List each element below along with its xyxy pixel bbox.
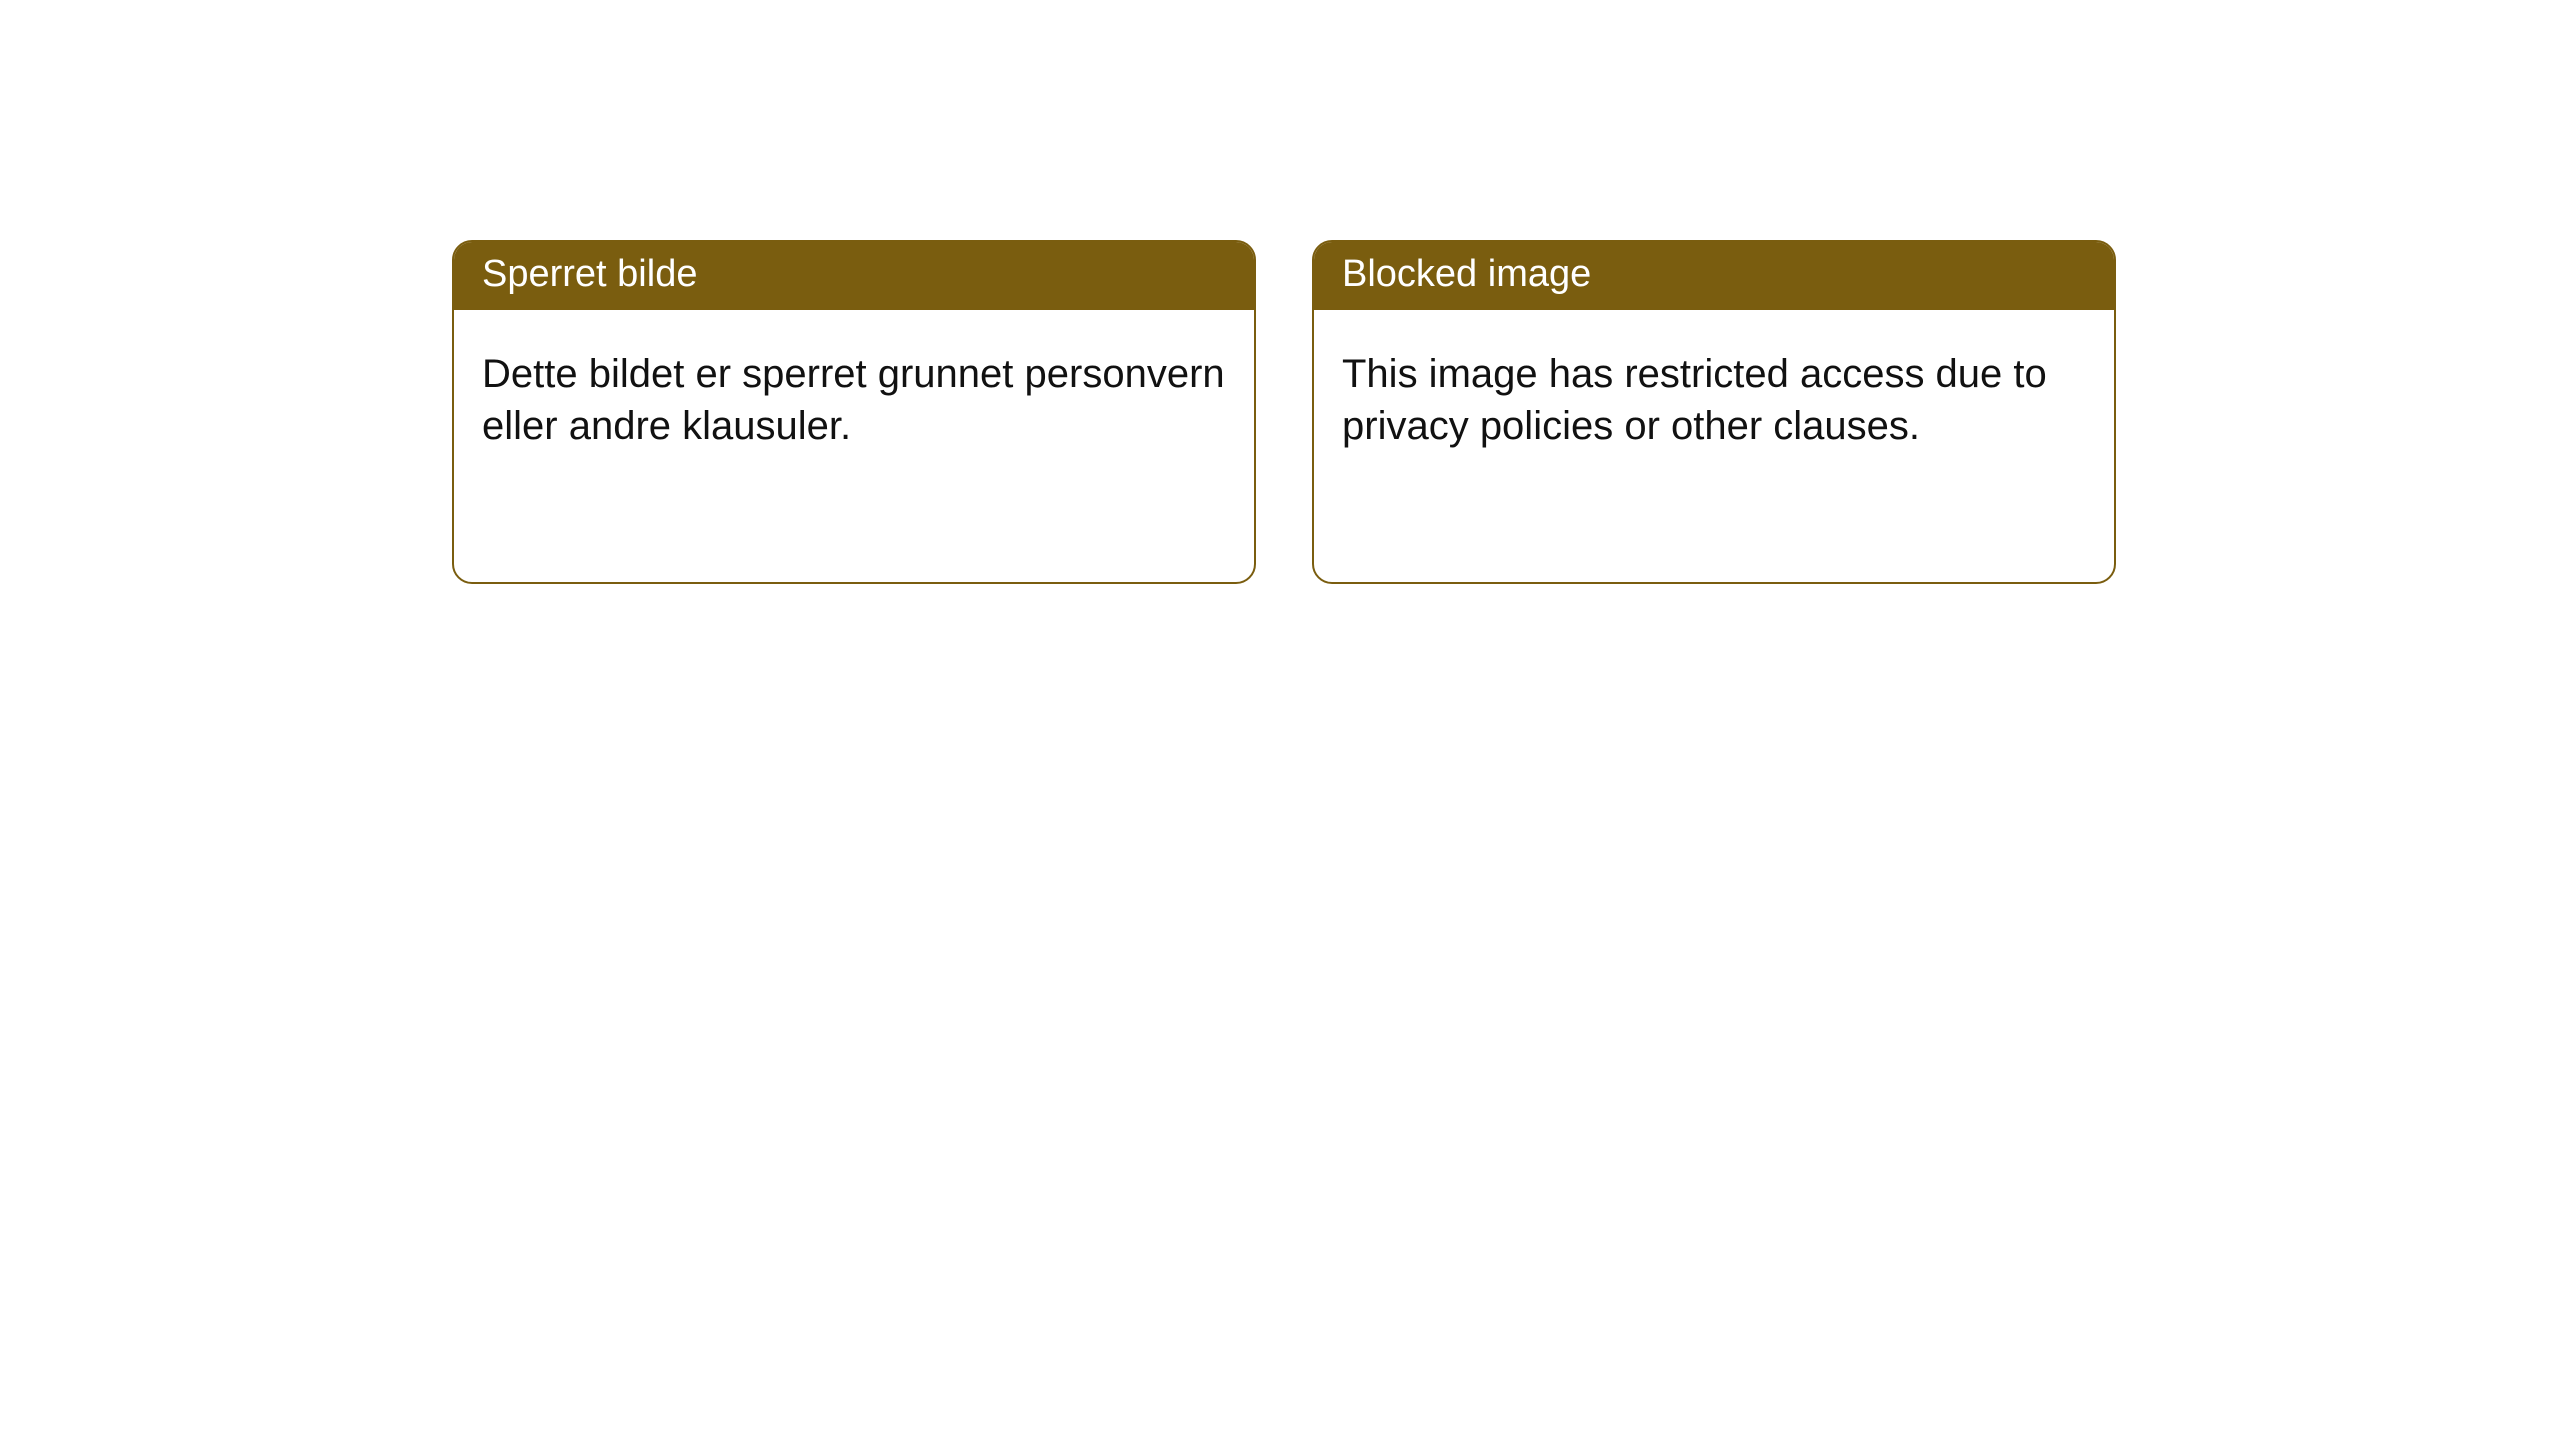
notice-container: Sperret bilde Dette bildet er sperret gr… bbox=[0, 0, 2560, 584]
notice-card-body: Dette bildet er sperret grunnet personve… bbox=[454, 310, 1254, 582]
notice-card-english: Blocked image This image has restricted … bbox=[1312, 240, 2116, 584]
notice-card-title: Sperret bilde bbox=[454, 242, 1254, 310]
notice-card-norwegian: Sperret bilde Dette bildet er sperret gr… bbox=[452, 240, 1256, 584]
notice-card-body: This image has restricted access due to … bbox=[1314, 310, 2114, 582]
notice-card-title: Blocked image bbox=[1314, 242, 2114, 310]
